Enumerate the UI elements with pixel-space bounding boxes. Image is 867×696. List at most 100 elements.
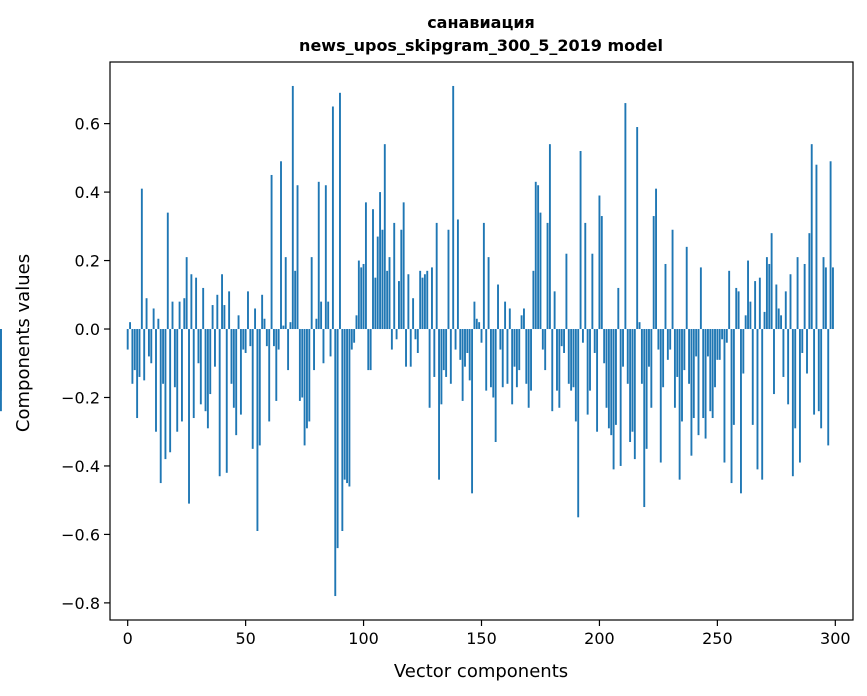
bar xyxy=(527,329,530,408)
bar xyxy=(480,329,483,343)
bar xyxy=(228,291,231,330)
bar xyxy=(475,318,478,330)
bar xyxy=(178,301,181,330)
bar xyxy=(756,329,759,470)
bar xyxy=(331,106,334,330)
bar xyxy=(742,329,745,374)
bar xyxy=(268,329,271,422)
bar xyxy=(671,229,674,330)
bar xyxy=(513,329,516,367)
bar xyxy=(336,329,339,549)
bar xyxy=(659,329,662,463)
bar xyxy=(471,329,474,494)
bar xyxy=(449,329,452,384)
bar xyxy=(414,329,417,340)
bar xyxy=(461,329,464,401)
bar xyxy=(225,329,228,473)
bar xyxy=(622,329,624,367)
bar xyxy=(695,329,698,357)
bar xyxy=(810,144,813,330)
bar xyxy=(584,222,587,330)
bar xyxy=(574,329,577,422)
bar xyxy=(369,329,372,371)
bar xyxy=(353,329,356,343)
bar xyxy=(673,329,676,408)
bar xyxy=(770,233,773,330)
bar xyxy=(567,329,570,384)
bar xyxy=(784,291,787,330)
bar xyxy=(350,329,353,350)
bar xyxy=(298,329,301,401)
bar xyxy=(494,329,497,442)
bar xyxy=(824,267,827,330)
bar xyxy=(261,294,264,330)
bar xyxy=(499,329,502,350)
bar xyxy=(423,274,426,330)
bar xyxy=(714,329,716,388)
bar xyxy=(360,267,363,330)
bar xyxy=(277,329,280,350)
bar xyxy=(735,287,738,330)
bar xyxy=(827,329,830,446)
bar xyxy=(445,329,448,377)
bar xyxy=(237,315,240,330)
bar xyxy=(192,329,195,419)
bar xyxy=(820,329,823,429)
bar xyxy=(327,301,330,330)
bar xyxy=(556,329,558,391)
bar xyxy=(386,270,389,330)
bar xyxy=(364,202,367,330)
bar xyxy=(435,222,438,330)
bar xyxy=(551,329,554,412)
bar xyxy=(211,305,214,330)
bar xyxy=(239,329,242,415)
bar xyxy=(815,164,818,330)
bar xyxy=(725,329,728,343)
bar xyxy=(803,263,806,330)
bar xyxy=(605,329,608,408)
bar xyxy=(452,85,455,330)
bar xyxy=(652,216,655,330)
bar xyxy=(223,305,226,330)
bar xyxy=(765,257,768,330)
bar xyxy=(534,181,537,330)
bar xyxy=(747,260,749,330)
bar xyxy=(681,329,683,422)
bar xyxy=(813,329,816,415)
bar xyxy=(718,329,721,360)
bar xyxy=(638,322,641,330)
bar xyxy=(806,329,808,374)
bar xyxy=(780,315,783,330)
bar xyxy=(796,257,799,330)
bar xyxy=(497,284,499,330)
bar xyxy=(581,329,584,343)
bar xyxy=(723,329,726,463)
bar xyxy=(428,329,431,408)
bar xyxy=(232,329,235,408)
bar xyxy=(374,277,377,330)
bar xyxy=(291,85,294,330)
y-tick-label: 0.6 xyxy=(75,115,100,134)
bar xyxy=(645,329,648,449)
bar xyxy=(817,329,820,412)
bar xyxy=(633,329,636,460)
bar xyxy=(416,329,419,353)
bar xyxy=(466,329,469,353)
bar xyxy=(676,329,679,377)
bar xyxy=(832,267,834,330)
bar xyxy=(256,329,259,531)
bar xyxy=(485,329,488,391)
bar xyxy=(136,329,139,419)
bar xyxy=(822,257,825,330)
bar xyxy=(197,329,200,364)
bar xyxy=(640,329,643,384)
bar xyxy=(166,212,169,330)
bar xyxy=(546,222,549,330)
bar xyxy=(518,329,521,371)
bar xyxy=(473,301,476,330)
x-tick-label: 0 xyxy=(123,629,133,648)
bar xyxy=(183,298,186,330)
bar xyxy=(692,329,695,419)
bar xyxy=(456,219,459,330)
bar xyxy=(195,277,198,330)
